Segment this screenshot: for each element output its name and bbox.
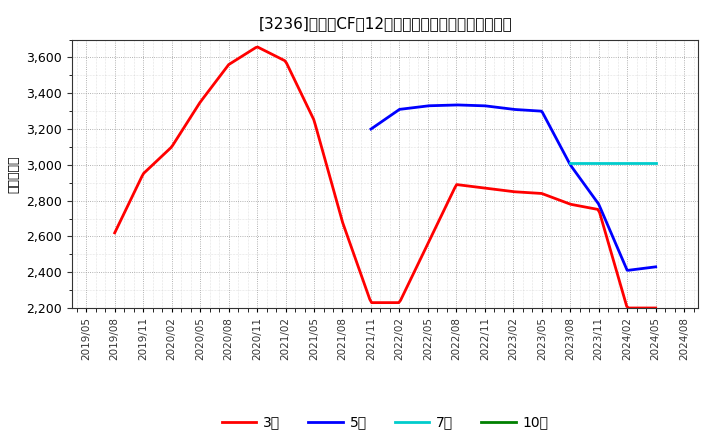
3年	[112, 227, 121, 232]
7年	[618, 161, 627, 166]
Legend: 3年, 5年, 7年, 10年: 3年, 5年, 7年, 10年	[216, 410, 554, 435]
Line: 5年: 5年	[371, 105, 656, 270]
Line: 3年: 3年	[114, 47, 656, 308]
5年	[537, 109, 546, 114]
Title: [3236]　営業CFの12か月移動合計の標準偏差の推移: [3236] 営業CFの12か月移動合計の標準偏差の推移	[258, 16, 512, 32]
Y-axis label: （百万円）: （百万円）	[8, 155, 21, 193]
3年	[434, 219, 443, 224]
3年	[110, 230, 119, 235]
5年	[536, 108, 545, 114]
7年	[652, 161, 660, 166]
3年	[603, 235, 611, 240]
3年	[568, 202, 577, 207]
5年	[652, 264, 660, 269]
7年	[638, 161, 647, 166]
7年	[644, 161, 652, 166]
5年	[452, 102, 461, 107]
3年	[624, 305, 633, 311]
3年	[652, 305, 660, 311]
7年	[616, 161, 625, 166]
5年	[624, 268, 632, 273]
3年	[433, 223, 441, 228]
3年	[444, 200, 452, 205]
3年	[253, 44, 262, 50]
5年	[368, 126, 377, 131]
5年	[366, 126, 375, 132]
5年	[626, 268, 635, 273]
7年	[566, 161, 575, 166]
7年	[617, 161, 626, 166]
5年	[608, 232, 616, 238]
7年	[566, 161, 575, 166]
5年	[542, 117, 551, 122]
